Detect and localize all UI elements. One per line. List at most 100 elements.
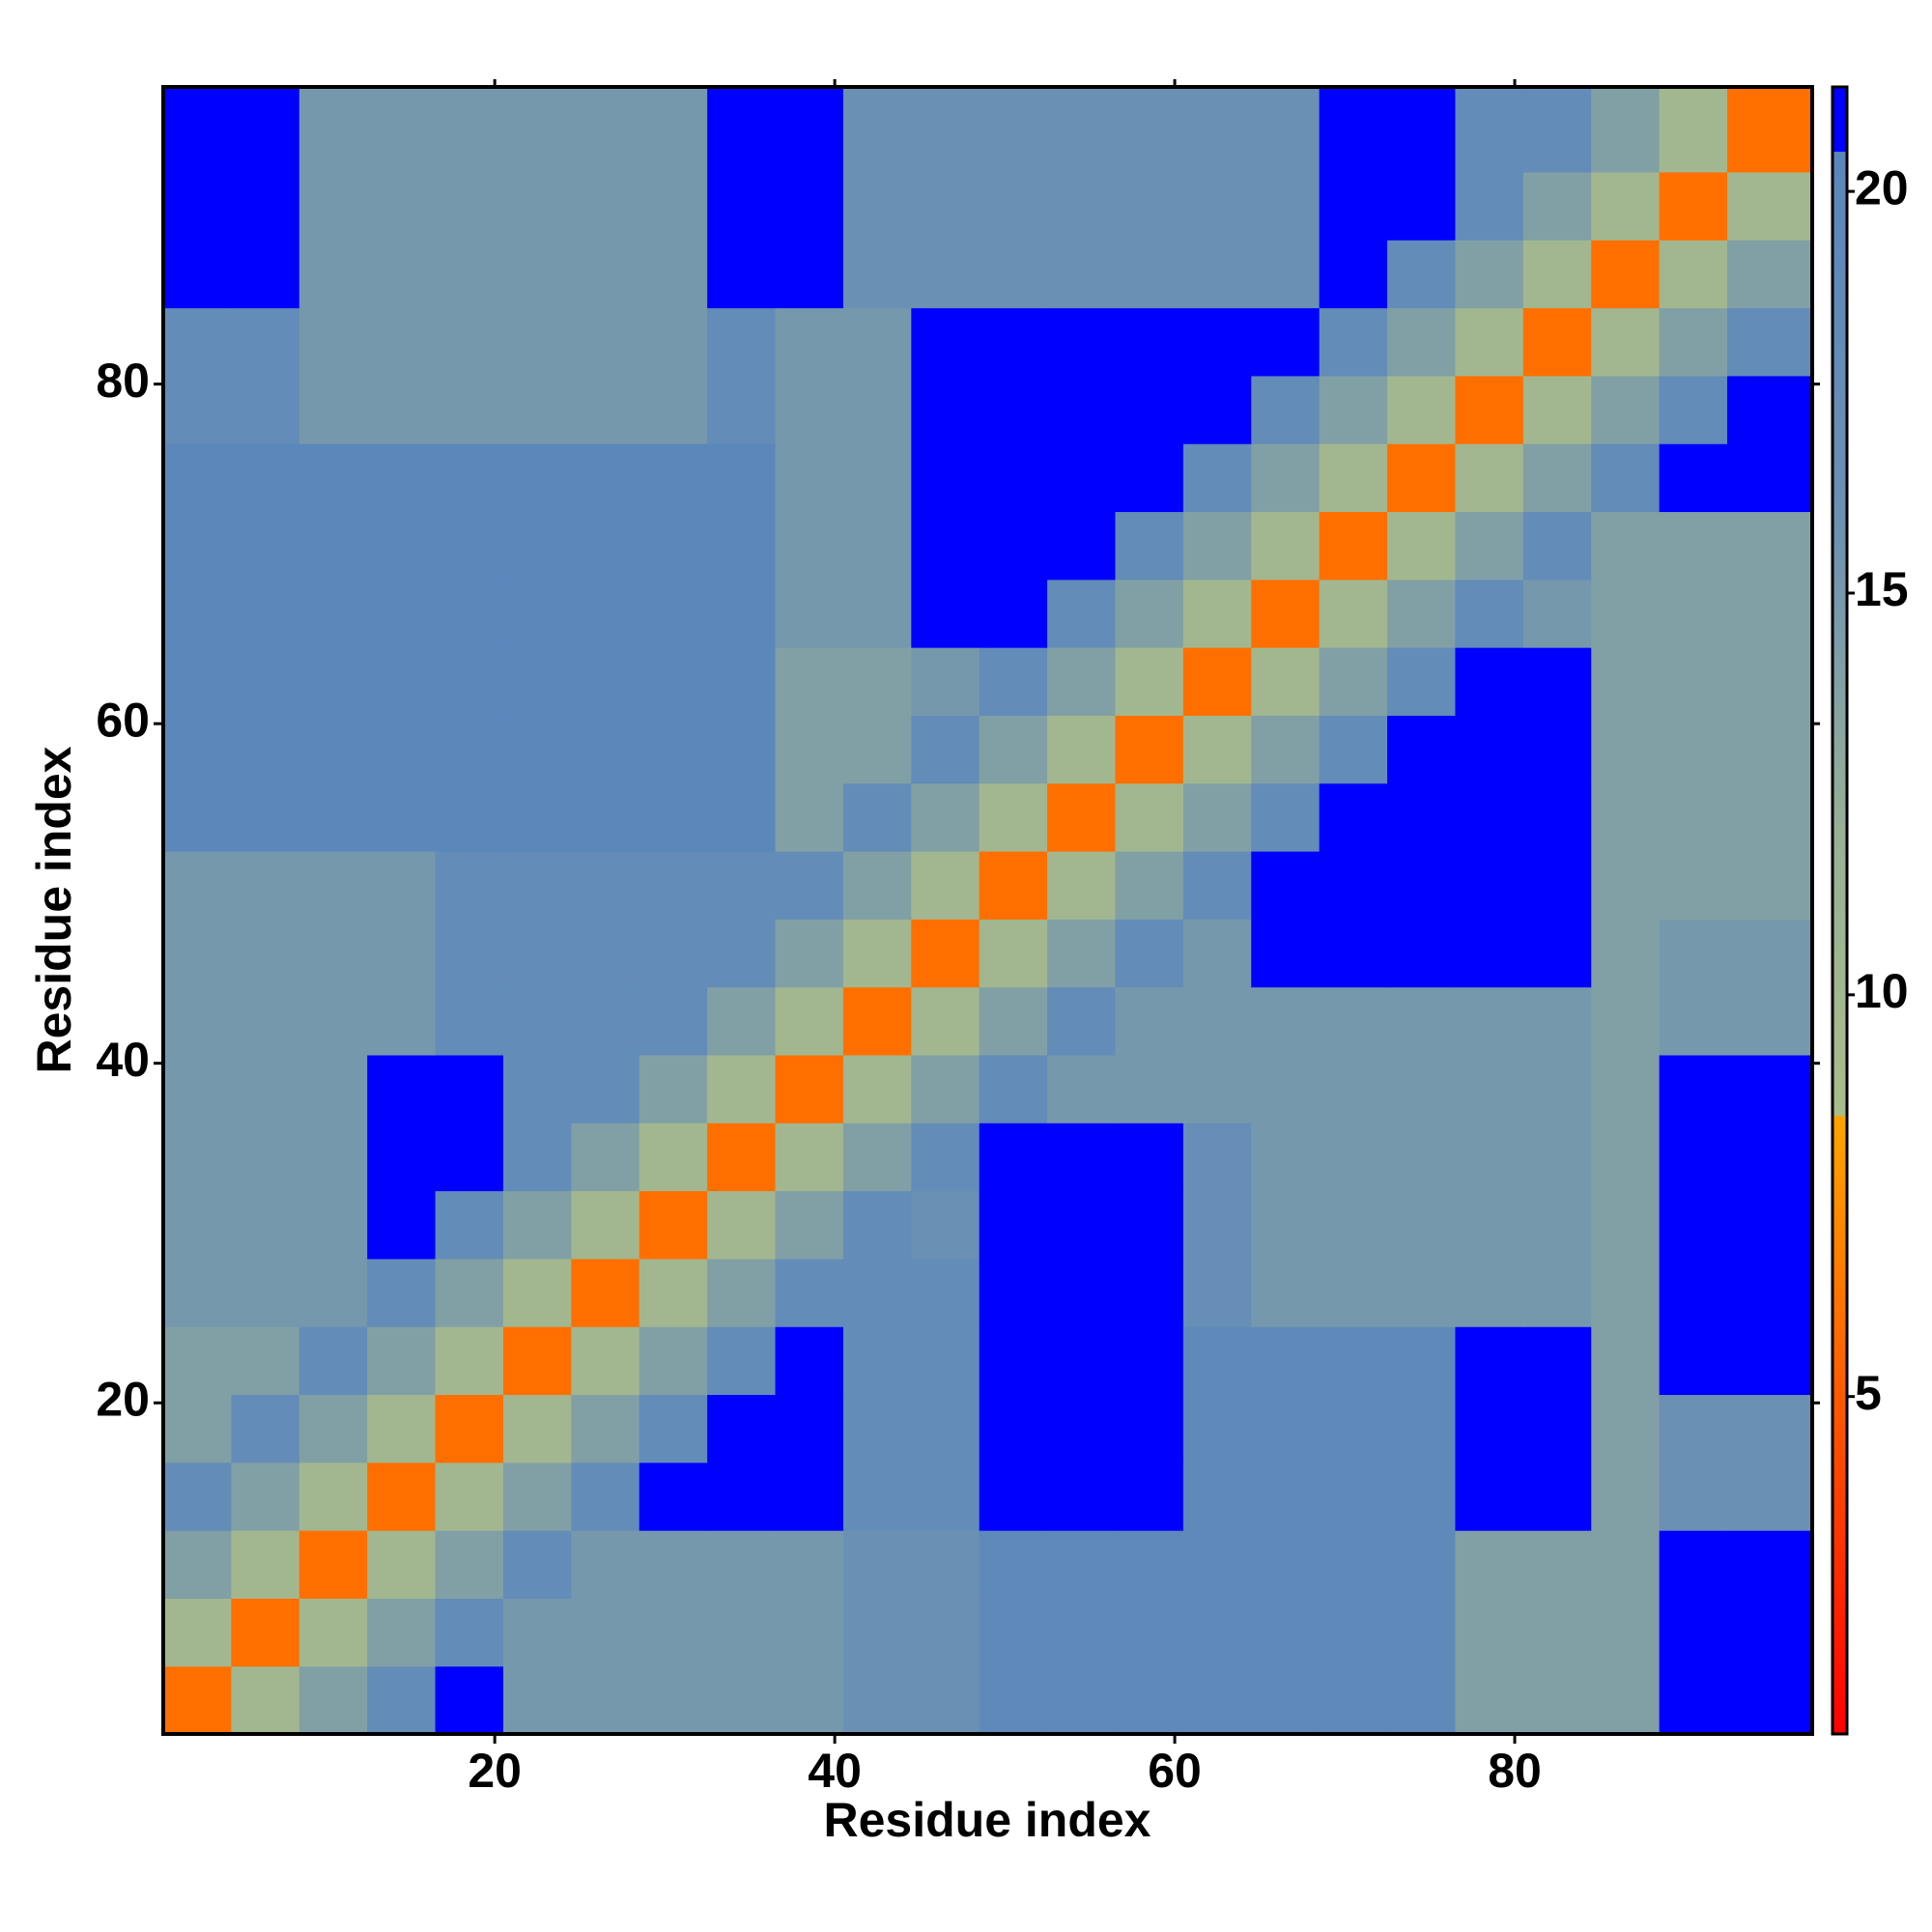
heatmap-cell	[1182, 1326, 1252, 1396]
heatmap-cell	[502, 1258, 572, 1327]
colorbar-tick-label: 15	[1855, 562, 1909, 616]
heatmap-cell	[911, 171, 980, 241]
heatmap-cell	[639, 1122, 708, 1192]
heatmap-cell	[775, 1530, 844, 1599]
heatmap-cell	[1591, 850, 1661, 920]
heatmap-cell	[979, 715, 1048, 784]
heatmap-cell	[775, 511, 844, 581]
heatmap-cell	[298, 850, 368, 920]
heatmap-cell	[639, 511, 708, 581]
heatmap-cell	[1522, 1258, 1592, 1327]
heatmap-cell	[707, 375, 777, 444]
heatmap-cell	[911, 919, 980, 988]
heatmap-cell	[842, 919, 912, 988]
heatmap-cell	[1727, 1665, 1813, 1735]
heatmap-cell	[1387, 375, 1457, 444]
heatmap-cell	[639, 1258, 708, 1327]
heatmap-cell	[571, 375, 640, 444]
heatmap-cell	[1115, 443, 1184, 513]
heatmap-cell	[1115, 87, 1184, 173]
heatmap-cell	[1591, 919, 1661, 988]
heatmap-cell	[298, 579, 368, 648]
heatmap-cell	[1455, 919, 1524, 988]
heatmap-cell	[1659, 919, 1728, 988]
heatmap-cell	[911, 715, 980, 784]
heatmap-cell	[1319, 87, 1388, 173]
heatmap-cell	[1047, 375, 1117, 444]
heatmap-cell	[1319, 850, 1388, 920]
heatmap-cell	[435, 715, 504, 784]
heatmap-cell	[571, 443, 640, 513]
heatmap-cell	[1319, 1258, 1388, 1327]
heatmap-cell	[571, 1665, 640, 1735]
heatmap-cell	[1591, 307, 1661, 377]
heatmap-cell	[435, 511, 504, 581]
heatmap-cell	[979, 375, 1048, 444]
heatmap-cell	[1182, 1462, 1252, 1531]
heatmap-cell	[502, 579, 572, 648]
heatmap-cell	[1182, 579, 1252, 648]
heatmap-cell	[1522, 1394, 1592, 1463]
heatmap-cell	[298, 647, 368, 716]
heatmap-cell	[775, 1122, 844, 1192]
heatmap-cell	[1319, 715, 1388, 784]
heatmap-cell	[979, 1122, 1048, 1192]
heatmap-cell	[1387, 1394, 1457, 1463]
heatmap-cell	[1047, 511, 1117, 581]
heatmap-cell	[1387, 715, 1457, 784]
heatmap-cell	[231, 986, 300, 1056]
colorbar-tick-label: 10	[1855, 964, 1909, 1018]
heatmap-cell	[707, 579, 777, 648]
heatmap-cell	[639, 919, 708, 988]
heatmap-cell	[1047, 240, 1117, 309]
heatmap-cell	[1455, 240, 1524, 309]
heatmap-cell	[775, 171, 844, 241]
heatmap-cell	[979, 1462, 1048, 1531]
heatmap-cell	[1387, 1598, 1457, 1667]
heatmap-cell	[1115, 1326, 1184, 1396]
heatmap-cell	[571, 240, 640, 309]
heatmap-cell	[571, 647, 640, 716]
heatmap-cell	[1182, 986, 1252, 1056]
heatmap-cell	[1387, 1122, 1457, 1192]
heatmap-cell	[842, 715, 912, 784]
heatmap-cell	[1319, 171, 1388, 241]
heatmap-cell	[1387, 1326, 1457, 1396]
heatmap-cell	[707, 1665, 777, 1735]
heatmap-cell	[842, 1190, 912, 1260]
heatmap-cell	[502, 171, 572, 241]
heatmap-cell	[1319, 1598, 1388, 1667]
heatmap-cell	[163, 1258, 232, 1327]
heatmap-cell	[775, 240, 844, 309]
heatmap-cell	[163, 375, 232, 444]
heatmap-cell	[1251, 1054, 1321, 1123]
heatmap-cell	[1591, 1190, 1661, 1260]
heatmap-cell	[1591, 1462, 1661, 1531]
heatmap-cell	[163, 986, 232, 1056]
heatmap-cell	[1591, 782, 1661, 852]
heatmap-cell	[231, 87, 300, 173]
heatmap-cell	[639, 307, 708, 377]
heatmap-cell	[979, 443, 1048, 513]
heatmap-cell	[775, 919, 844, 988]
heatmap-cell	[1319, 375, 1388, 444]
heatmap-cell	[1522, 579, 1592, 648]
colorbar-segment	[1833, 512, 1847, 835]
heatmap-cell	[571, 171, 640, 241]
heatmap-cell	[911, 986, 980, 1056]
heatmap-cell	[1455, 579, 1524, 648]
heatmap-cell	[1727, 240, 1813, 309]
x-tick-label: 20	[468, 1744, 522, 1798]
heatmap-cell	[163, 1598, 232, 1667]
heatmap-cell	[979, 1665, 1048, 1735]
heatmap-cell	[707, 986, 777, 1056]
heatmap-cell	[707, 715, 777, 784]
heatmap-cells	[163, 87, 1813, 1735]
heatmap-cell	[1659, 1530, 1728, 1599]
heatmap-cell	[1522, 511, 1592, 581]
heatmap-cell	[1522, 986, 1592, 1056]
heatmap-cell	[979, 919, 1048, 988]
heatmap-cell	[1251, 240, 1321, 309]
heatmap-cell	[639, 986, 708, 1056]
heatmap-cell	[1047, 1326, 1117, 1396]
